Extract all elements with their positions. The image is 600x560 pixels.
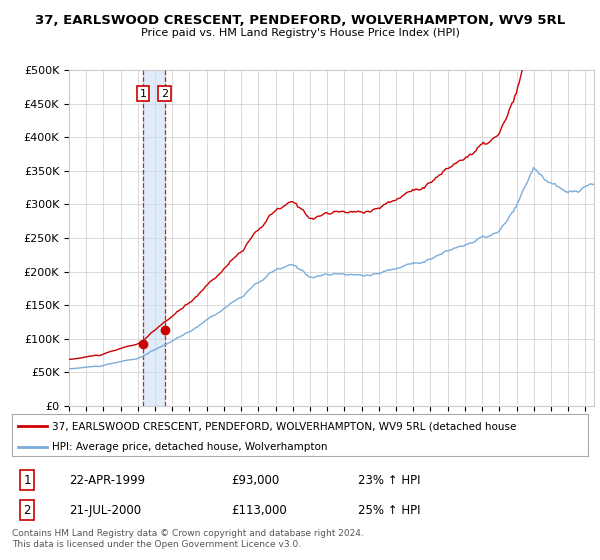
Text: Contains HM Land Registry data © Crown copyright and database right 2024.
This d: Contains HM Land Registry data © Crown c… <box>12 529 364 549</box>
Text: 25% ↑ HPI: 25% ↑ HPI <box>358 504 420 517</box>
Bar <box>143 70 164 406</box>
Text: 21-JUL-2000: 21-JUL-2000 <box>70 504 142 517</box>
Text: 37, EARLSWOOD CRESCENT, PENDEFORD, WOLVERHAMPTON, WV9 5RL: 37, EARLSWOOD CRESCENT, PENDEFORD, WOLVE… <box>35 14 565 27</box>
Text: 23% ↑ HPI: 23% ↑ HPI <box>358 474 420 487</box>
Text: 22-APR-1999: 22-APR-1999 <box>70 474 146 487</box>
Text: Price paid vs. HM Land Registry's House Price Index (HPI): Price paid vs. HM Land Registry's House … <box>140 28 460 38</box>
Text: £113,000: £113,000 <box>231 504 287 517</box>
Text: 1: 1 <box>140 88 146 99</box>
Text: HPI: Average price, detached house, Wolverhampton: HPI: Average price, detached house, Wolv… <box>52 442 328 452</box>
Text: £93,000: £93,000 <box>231 474 279 487</box>
Text: 37, EARLSWOOD CRESCENT, PENDEFORD, WOLVERHAMPTON, WV9 5RL (detached house: 37, EARLSWOOD CRESCENT, PENDEFORD, WOLVE… <box>52 421 517 431</box>
Text: 2: 2 <box>161 88 168 99</box>
Text: 2: 2 <box>23 504 31 517</box>
Text: 1: 1 <box>23 474 31 487</box>
